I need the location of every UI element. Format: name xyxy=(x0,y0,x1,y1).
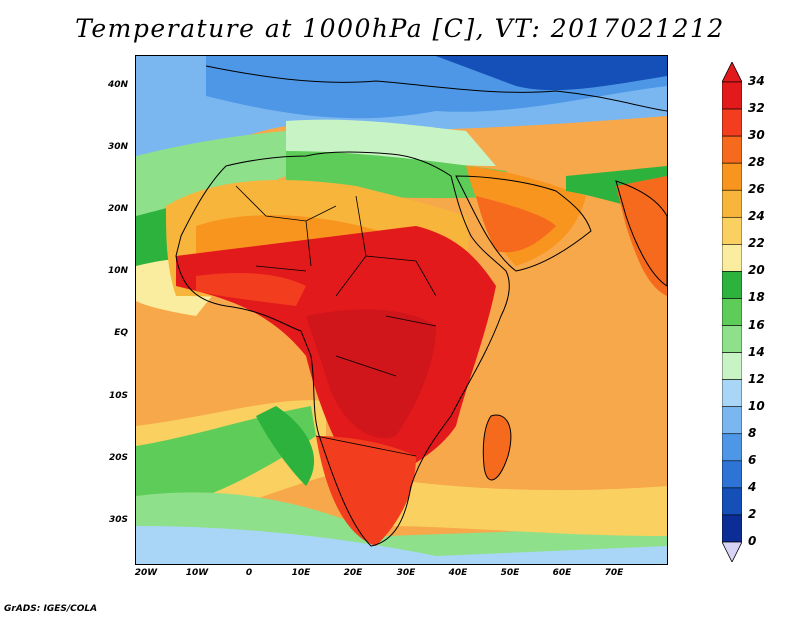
colorbar-label: 0 xyxy=(748,534,757,548)
colorbar-swatch xyxy=(722,108,742,137)
colorbar-label: 6 xyxy=(748,452,757,467)
colorbar-label: 28 xyxy=(748,155,765,170)
lat-tick-40n: 40N xyxy=(107,80,128,90)
colorbar-swatch xyxy=(722,460,742,489)
ocean-indian-south xyxy=(366,476,667,536)
lat-tick-30n: 30N xyxy=(107,142,128,152)
colorbar-label: 2 xyxy=(748,506,757,521)
africa-coastline xyxy=(175,151,510,547)
colorbar-swatch xyxy=(722,433,742,462)
colorbar-label: 26 xyxy=(748,182,765,197)
southern-africa-hot xyxy=(316,436,416,546)
lon-tick-50e: 50E xyxy=(500,568,520,578)
india-hot xyxy=(616,176,667,296)
colorbar-label: 14 xyxy=(748,344,765,359)
colorbar-label: 30 xyxy=(748,128,765,143)
colorbar-swatch xyxy=(722,244,742,272)
colorbar-swatch xyxy=(722,189,742,218)
temperature-map xyxy=(135,55,668,565)
lon-tick-60e: 60E xyxy=(552,568,572,578)
india-coastline xyxy=(615,180,667,287)
country-borders xyxy=(235,185,437,457)
colorbar-swatch xyxy=(722,352,742,380)
lon-tick-30e: 30E xyxy=(396,568,416,578)
lat-tick-eq: EQ xyxy=(114,328,128,338)
lon-tick-70e: 70E xyxy=(604,568,624,578)
map-title: Temperature at 1000hPa [C], VT: 20170212… xyxy=(75,14,725,43)
ocean-cold-south xyxy=(136,526,667,564)
colorbar-swatch xyxy=(722,271,742,299)
colorbar-label: 24 xyxy=(748,209,765,224)
colorbar-swatch xyxy=(722,325,742,353)
ocean-benguela xyxy=(256,406,315,486)
arabia-hot xyxy=(476,196,556,253)
colorbar-swatches xyxy=(722,62,742,562)
lat-tick-10n: 10N xyxy=(107,266,128,276)
central-africa-very-hot xyxy=(306,309,436,438)
colorbar-swatch xyxy=(722,514,742,543)
colorbar-label: 10 xyxy=(748,398,765,413)
colorbar xyxy=(722,62,742,562)
lat-tick-30s: 30S xyxy=(108,515,128,525)
colorbar-label: 32 xyxy=(748,101,765,116)
colorbar-label: 16 xyxy=(748,317,765,332)
madagascar-coastline xyxy=(482,414,512,481)
europe-very-cold xyxy=(436,56,667,91)
colorbar-label: 22 xyxy=(748,236,765,251)
lat-tick-20s: 20S xyxy=(108,453,128,463)
lon-tick-10w: 10W xyxy=(185,568,209,578)
lon-tick-20w: 20W xyxy=(134,568,158,578)
colorbar-swatch xyxy=(722,298,742,326)
colorbar-label: 4 xyxy=(748,479,757,494)
colorbar-swatch xyxy=(722,135,742,164)
map-canvas xyxy=(136,56,667,564)
lat-tick-20n: 20N xyxy=(107,204,128,214)
lon-tick-0: 0 xyxy=(245,568,253,578)
colorbar-swatch xyxy=(722,487,742,516)
colorbar-swatch xyxy=(722,406,742,435)
grads-credit: GrADS: IGES/COLA xyxy=(4,604,98,614)
colorbar-bottom-triangle xyxy=(722,541,742,562)
madagascar xyxy=(483,415,511,480)
lon-tick-20e: 20E xyxy=(343,568,363,578)
colorbar-swatch xyxy=(722,216,742,245)
colorbar-label: 18 xyxy=(748,290,765,305)
colorbar-label: 34 xyxy=(748,74,765,88)
colorbar-swatch xyxy=(722,81,742,110)
colorbar-label: 20 xyxy=(748,263,765,278)
colorbar-top-triangle xyxy=(722,62,742,83)
arabia-coastline xyxy=(455,175,592,272)
lon-tick-40e: 40E xyxy=(448,568,468,578)
west-africa-hot xyxy=(196,273,306,306)
colorbar-swatch xyxy=(722,162,742,191)
europe-coastline xyxy=(205,65,667,112)
lon-tick-10e: 10E xyxy=(291,568,311,578)
colorbar-swatch xyxy=(722,379,742,408)
lat-tick-10s: 10S xyxy=(108,391,128,401)
colorbar-label: 12 xyxy=(748,371,765,386)
colorbar-label: 8 xyxy=(748,425,757,440)
